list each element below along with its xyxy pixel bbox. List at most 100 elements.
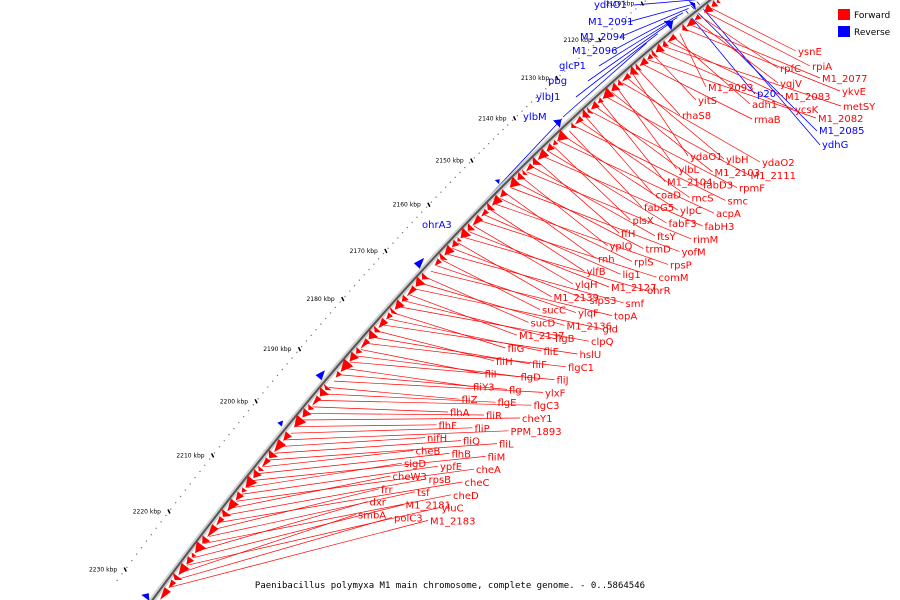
forward-gene-label: fliR (486, 411, 502, 422)
forward-gene-label: flgE (498, 398, 517, 409)
tick-label: 2110 kbp (606, 1, 634, 8)
forward-gene-label: fliJ (557, 376, 569, 387)
forward-leader-line (563, 135, 679, 211)
tick-label: 2230 kbp (89, 567, 117, 574)
guide-dot (247, 409, 250, 412)
forward-leader-line (695, 20, 779, 84)
reverse-gene-arrow (413, 257, 425, 269)
tick-mark (254, 398, 258, 404)
forward-gene-label: hslU (580, 350, 602, 361)
forward-gene-label: flgC1 (568, 363, 594, 374)
guide-dot (218, 446, 221, 448)
guide-dot (204, 464, 206, 466)
forward-leader-line (705, 12, 811, 67)
forward-gene-label: nifH (427, 434, 447, 445)
forward-gene-label: tsf (417, 488, 430, 499)
forward-gene-label: gid (603, 324, 618, 335)
forward-gene-label: flhA (450, 408, 470, 419)
reverse-gene-label: ydhO1 (594, 0, 627, 11)
tick-label: 2220 kbp (133, 508, 161, 515)
forward-gene-label: smf (626, 299, 645, 310)
guide-dot (540, 92, 542, 94)
forward-gene-label: yplQ (610, 242, 633, 253)
guide-dot (174, 502, 177, 504)
tick-label: 2200 kbp (220, 398, 248, 405)
tick-mark (384, 248, 388, 254)
guide-dot (435, 196, 437, 198)
forward-leader-line (198, 501, 368, 552)
forward-gene-label: smc (728, 196, 748, 207)
reverse-leader-line (633, 0, 698, 6)
forward-gene-label: fliZ (462, 395, 478, 406)
forward-leader-line (301, 417, 521, 421)
forward-leader-line (306, 413, 485, 416)
guide-dot (349, 290, 351, 292)
forward-gene-label: fliP (475, 424, 490, 435)
guide-dot (554, 79, 556, 81)
forward-gene-label: plsX (633, 216, 654, 227)
forward-leader-line (658, 50, 794, 110)
forward-gene-label: cheY1 (522, 414, 552, 425)
forward-gene-label: fliM (488, 452, 506, 463)
guide-dot (587, 49, 590, 51)
forward-leader-line (553, 145, 631, 221)
forward-gene-arrow (268, 449, 278, 459)
forward-gene-arrow (368, 329, 379, 340)
forward-gene-label: flgC3 (534, 401, 560, 412)
forward-gene-arrow (168, 579, 177, 589)
guide-dot (281, 368, 284, 371)
forward-gene-arrow (694, 13, 702, 21)
guide-dot (421, 211, 423, 213)
forward-gene-label: cheW3 (393, 472, 427, 483)
forward-gene-arrow (202, 535, 211, 544)
forward-gene-arrow (227, 498, 239, 512)
guide-dot (444, 186, 447, 188)
forward-gene-arrow (444, 244, 455, 256)
forward-leader-line (637, 68, 681, 116)
forward-leader-line (258, 453, 450, 474)
guide-dot (630, 12, 632, 14)
guide-dot (602, 36, 604, 39)
guide-dot (492, 138, 495, 140)
forward-leader-line (214, 488, 380, 530)
forward-gene-arrow (434, 258, 442, 266)
forward-gene-label: M1_2103 (715, 168, 760, 179)
guide-dot (238, 421, 240, 424)
forward-gene-arrow (532, 156, 542, 166)
forward-leader-line (711, 7, 797, 52)
forward-gene-label: yluC (442, 504, 464, 515)
guide-dot (397, 237, 399, 239)
forward-gene-arrow (655, 43, 665, 53)
forward-leader-line (181, 514, 357, 573)
guide-dot (170, 508, 172, 510)
forward-gene-arrow (378, 317, 389, 329)
forward-gene-label: ysnE (798, 47, 822, 58)
forward-gene-arrow (460, 227, 472, 239)
forward-gene-label: comM (659, 273, 689, 284)
forward-leader-line (574, 125, 726, 201)
forward-gene-label: rimM (693, 235, 718, 246)
forward-gene-arrow (650, 48, 659, 58)
forward-gene-label: coaD (656, 190, 682, 201)
forward-gene-arrow (312, 395, 322, 406)
forward-leader-line (669, 41, 784, 97)
forward-gene-arrow (582, 108, 592, 118)
forward-gene-label: fliY3 (473, 382, 495, 393)
guide-dot (184, 489, 187, 491)
forward-leader-line (285, 430, 509, 441)
guide-dot (502, 128, 504, 131)
forward-leader-line (414, 288, 601, 329)
forward-gene-arrow (630, 65, 640, 75)
guide-dot (382, 252, 385, 255)
position-ticks: 2110 kbp 2120 kbp 2130 kbp 2140 kbp 2150 kbp… (89, 1, 644, 574)
reverse-gene-label: M1_2085 (819, 126, 864, 137)
reverse-leader-line (627, 3, 695, 23)
forward-leader-line (355, 355, 519, 377)
forward-leader-line (366, 343, 567, 368)
forward-leader-line (484, 214, 621, 275)
forward-gene-arrow (439, 252, 448, 261)
forward-gene-arrow (195, 541, 207, 554)
tick-label: 2190 kbp (263, 346, 291, 353)
forward-gene-arrow (308, 404, 315, 411)
forward-gene-arrow (537, 148, 550, 160)
